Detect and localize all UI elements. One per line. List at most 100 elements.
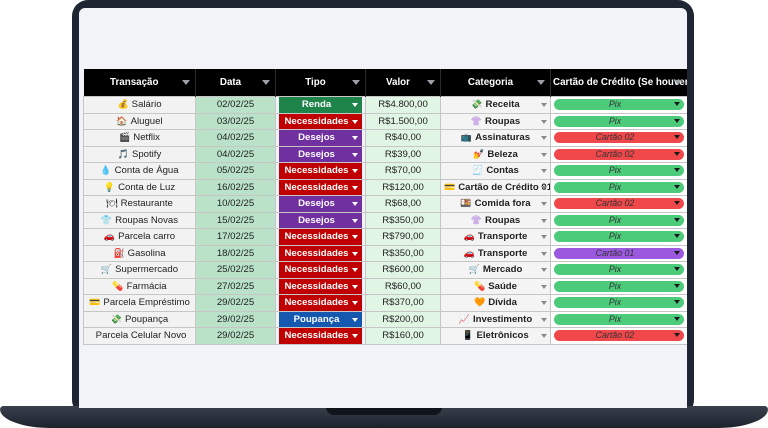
categoria-cell[interactable]: 👚 Roupas [440, 112, 551, 130]
categoria-cell[interactable]: 🚗 Transporte [440, 228, 551, 246]
cartao-dropdown[interactable]: Pix [554, 231, 684, 243]
tipo-dropdown[interactable]: Desejos [279, 212, 362, 228]
chevron-down-icon[interactable] [352, 284, 358, 289]
chevron-down-icon[interactable] [541, 185, 547, 190]
valor-cell[interactable]: R$790,00 [365, 228, 441, 246]
header-tipo[interactable]: Tipo [275, 69, 366, 97]
tipo-cell[interactable]: Desejos [275, 211, 366, 229]
cartao-dropdown[interactable]: Cartão 02 [554, 330, 684, 342]
chevron-down-icon[interactable] [674, 267, 680, 272]
data-cell[interactable]: 16/02/25 [195, 178, 276, 196]
tipo-cell[interactable]: Necessidades [275, 294, 366, 312]
chevron-down-icon[interactable] [674, 201, 680, 206]
transacao-cell[interactable]: 🎵 Spotify [83, 145, 196, 163]
tipo-dropdown[interactable]: Necessidades [279, 262, 362, 278]
chevron-down-icon[interactable] [541, 301, 547, 305]
valor-cell[interactable]: R$600,00 [365, 261, 441, 279]
cartao-dropdown[interactable]: Pix [554, 99, 684, 111]
transacao-cell[interactable]: 🚗 Parcela carro [83, 228, 196, 246]
chevron-down-icon[interactable] [541, 119, 547, 124]
chevron-down-icon[interactable] [674, 168, 680, 173]
valor-cell[interactable]: R$70,00 [365, 162, 441, 180]
chevron-down-icon[interactable] [674, 184, 680, 189]
data-cell[interactable]: 02/02/25 [195, 96, 276, 114]
categoria-cell[interactable]: 💅 Beleza [440, 145, 551, 163]
data-cell[interactable]: 18/02/25 [195, 244, 276, 262]
cartao-cell[interactable]: Pix [550, 277, 687, 295]
filter-icon[interactable] [182, 80, 190, 85]
cartao-dropdown[interactable]: Pix [554, 214, 684, 226]
cartao-cell[interactable]: Cartão 01 [550, 244, 687, 262]
header-transacao[interactable]: Transação [83, 69, 196, 97]
chevron-down-icon[interactable] [541, 218, 547, 223]
tipo-dropdown[interactable]: Desejos [279, 146, 362, 162]
valor-cell[interactable]: R$200,00 [365, 310, 441, 328]
valor-cell[interactable]: R$39,00 [365, 145, 441, 163]
transacao-cell[interactable]: 💡 Conta de Luz [83, 178, 196, 196]
chevron-down-icon[interactable] [541, 152, 547, 157]
transacao-cell[interactable]: 💊 Farmácia [83, 277, 196, 295]
tipo-cell[interactable]: Necessidades [275, 228, 366, 246]
chevron-down-icon[interactable] [352, 119, 358, 124]
valor-cell[interactable]: R$350,00 [365, 211, 441, 229]
categoria-cell[interactable]: 🧡 Dívida [440, 294, 551, 312]
tipo-cell[interactable]: Desejos [275, 129, 366, 147]
categoria-cell[interactable]: 🧾 Contas [440, 162, 551, 180]
transacao-cell[interactable]: 💸 Poupança [83, 310, 196, 328]
tipo-dropdown[interactable]: Necessidades [279, 163, 362, 179]
valor-cell[interactable]: R$40,00 [365, 129, 441, 147]
header-cartao[interactable]: Cartão de Crédito (Se houver) [550, 69, 687, 97]
tipo-dropdown[interactable]: Renda [279, 97, 362, 113]
chevron-down-icon[interactable] [674, 151, 680, 156]
tipo-dropdown[interactable]: Necessidades [279, 328, 362, 344]
tipo-cell[interactable]: Necessidades [275, 277, 366, 295]
chevron-down-icon[interactable] [352, 185, 358, 190]
transacao-cell[interactable]: 🏠 Aluguel [83, 112, 196, 130]
data-cell[interactable]: 25/02/25 [195, 261, 276, 279]
cartao-dropdown[interactable]: Pix [554, 264, 684, 276]
cartao-cell[interactable]: Pix [550, 96, 687, 114]
tipo-cell[interactable]: Necessidades [275, 162, 366, 180]
tipo-dropdown[interactable]: Desejos [279, 196, 362, 212]
cartao-dropdown[interactable]: Pix [554, 280, 684, 292]
data-cell[interactable]: 29/02/25 [195, 327, 276, 345]
transacao-cell[interactable]: 💰 Salário [83, 96, 196, 114]
categoria-cell[interactable]: 🚗 Transporte [440, 244, 551, 262]
chevron-down-icon[interactable] [541, 202, 547, 206]
cartao-dropdown[interactable]: Cartão 02 [554, 198, 684, 210]
chevron-down-icon[interactable] [352, 301, 358, 305]
cartao-cell[interactable]: Cartão 02 [550, 145, 687, 163]
transacao-cell[interactable]: ⛽ Gasolina [83, 244, 196, 262]
transacao-cell[interactable]: 🍽 Restaurante [83, 195, 196, 213]
cartao-dropdown[interactable]: Pix [554, 165, 684, 177]
categoria-cell[interactable]: 💊 Saúde [440, 277, 551, 295]
chevron-down-icon[interactable] [352, 251, 358, 256]
chevron-down-icon[interactable] [541, 317, 547, 322]
data-cell[interactable]: 17/02/25 [195, 228, 276, 246]
tipo-dropdown[interactable]: Necessidades [279, 113, 362, 129]
tipo-dropdown[interactable]: Poupança [279, 311, 362, 327]
tipo-dropdown[interactable]: Necessidades [279, 278, 362, 294]
chevron-down-icon[interactable] [674, 283, 680, 288]
filter-icon[interactable] [674, 80, 682, 85]
cartao-cell[interactable]: Cartão 02 [550, 327, 687, 345]
chevron-down-icon[interactable] [674, 250, 680, 255]
valor-cell[interactable]: R$370,00 [365, 294, 441, 312]
data-cell[interactable]: 29/02/25 [195, 310, 276, 328]
tipo-cell[interactable]: Desejos [275, 145, 366, 163]
chevron-down-icon[interactable] [352, 103, 358, 107]
chevron-down-icon[interactable] [352, 136, 358, 140]
categoria-cell[interactable]: 👚 Roupas [440, 211, 551, 229]
tipo-cell[interactable]: Necessidades [275, 327, 366, 345]
valor-cell[interactable]: R$120,00 [365, 178, 441, 196]
chevron-down-icon[interactable] [541, 251, 547, 256]
cartao-cell[interactable]: Pix [550, 211, 687, 229]
transacao-cell[interactable]: 💳 Parcela Empréstimo [83, 294, 196, 312]
chevron-down-icon[interactable] [352, 317, 358, 322]
cartao-dropdown[interactable]: Pix [554, 313, 684, 325]
filter-icon[interactable] [537, 80, 545, 85]
valor-cell[interactable]: R$1.500,00 [365, 112, 441, 130]
categoria-cell[interactable]: 💳 Cartão de Crédito 01 [440, 178, 551, 196]
chevron-down-icon[interactable] [674, 102, 680, 107]
categoria-cell[interactable]: 📈 Investimento [440, 310, 551, 328]
